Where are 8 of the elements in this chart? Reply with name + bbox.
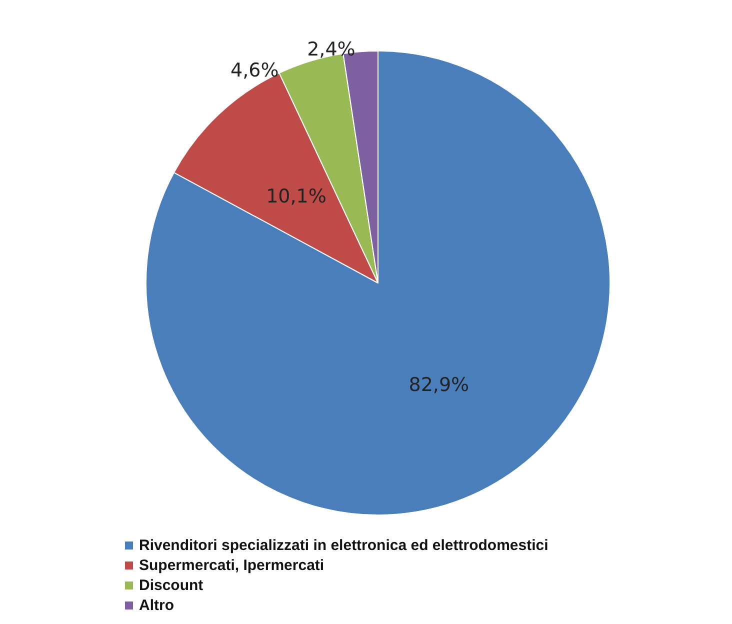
legend-label: Rivenditori specializzati in elettronica ed elettrodomestici bbox=[139, 537, 548, 554]
data-label: 2,4% bbox=[307, 38, 356, 61]
data-label: 4,6% bbox=[230, 60, 279, 82]
data-label: 82,9% bbox=[408, 374, 470, 396]
legend-label: Altro bbox=[139, 597, 174, 614]
data-label: 10,1% bbox=[266, 186, 326, 208]
legend-label: Supermercati, Ipermercati bbox=[139, 557, 324, 574]
legend-label: Discount bbox=[139, 577, 204, 594]
